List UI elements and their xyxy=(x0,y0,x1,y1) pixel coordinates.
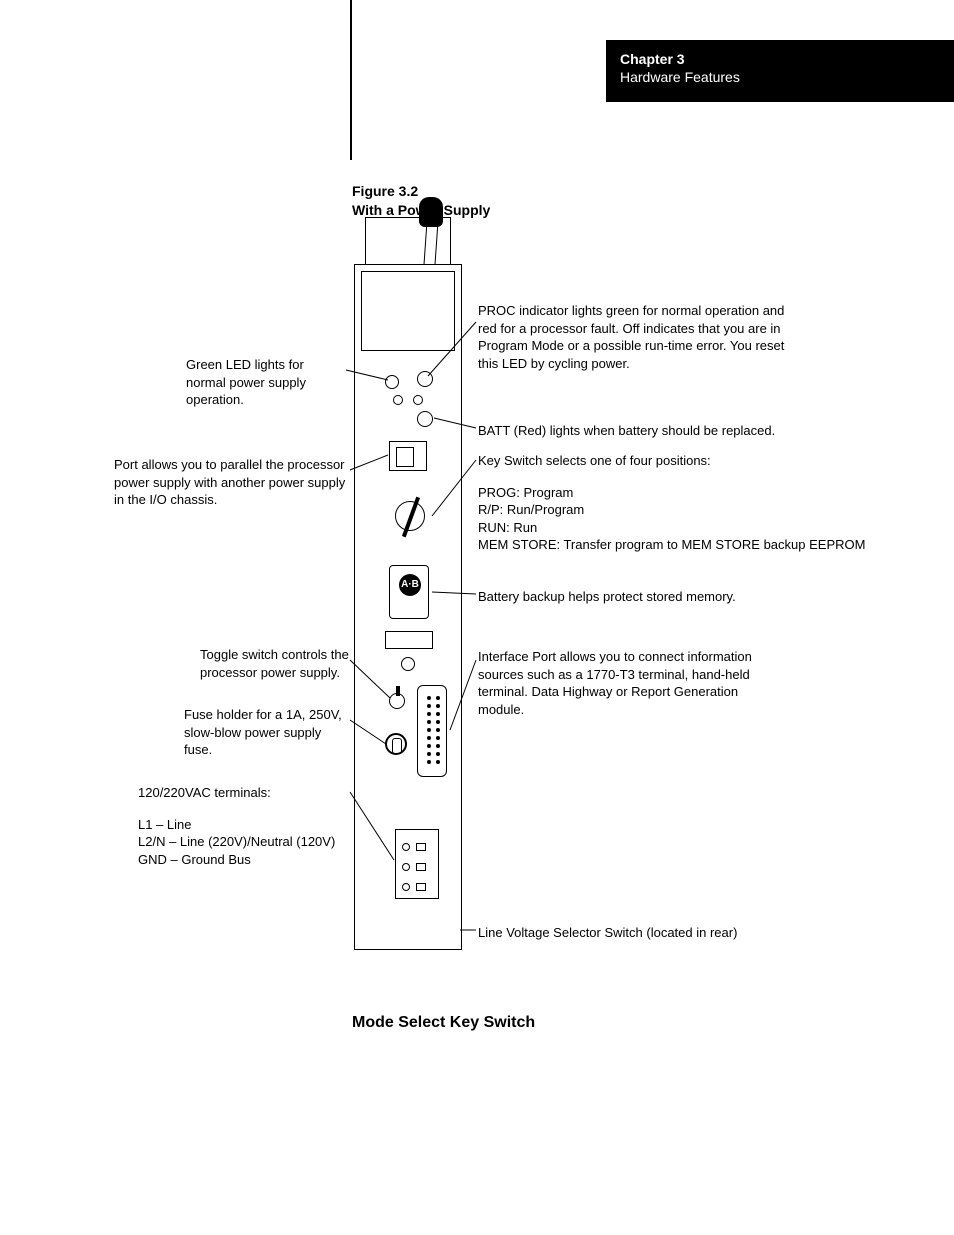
figure-number: Figure 3.2 xyxy=(352,183,418,199)
device-inner-panel xyxy=(361,271,455,351)
batt-led-icon xyxy=(417,411,433,427)
terminals-l1: L1 – Line xyxy=(138,816,348,834)
chapter-number: Chapter 3 xyxy=(620,50,940,68)
chapter-header: Chapter 3 Hardware Features xyxy=(606,40,954,102)
terminals-gnd: GND – Ground Bus xyxy=(138,851,348,869)
device-diagram: A·B xyxy=(354,264,462,950)
key-switch-icon xyxy=(395,501,425,531)
fuse-holder-icon xyxy=(385,733,407,755)
interface-circle-icon xyxy=(401,657,415,671)
toggle-switch-icon xyxy=(389,693,405,709)
device-handle xyxy=(415,207,445,263)
key-head: Key Switch selects one of four positions… xyxy=(478,452,878,470)
callout-voltage: Line Voltage Selector Switch (located in… xyxy=(478,924,778,942)
callout-fuse: Fuse holder for a 1A, 250V, slow-blow po… xyxy=(184,706,352,759)
section-title: Mode Select Key Switch xyxy=(352,1014,535,1032)
callout-toggle: Toggle switch controls the processor pow… xyxy=(200,646,350,681)
terminals-l2: L2/N – Line (220V)/Neutral (120V) xyxy=(138,833,348,851)
interface-block-icon xyxy=(385,631,433,649)
callout-interface: Interface Port allows you to connect inf… xyxy=(478,648,758,718)
key-rp: R/P: Run/Program xyxy=(478,501,878,519)
callout-parallel-port: Port allows you to parallel the processo… xyxy=(114,456,350,509)
led-icon xyxy=(393,395,403,405)
ab-logo-icon: A·B xyxy=(399,574,421,596)
vertical-rule xyxy=(350,0,352,160)
callout-green-led: Green LED lights for normal power supply… xyxy=(186,356,346,409)
callout-battery: Battery backup helps protect stored memo… xyxy=(478,588,778,606)
terminal-block-icon xyxy=(395,829,439,899)
callout-terminals: 120/220VAC terminals: L1 – Line L2/N – L… xyxy=(138,784,348,868)
led-icon xyxy=(413,395,423,405)
callout-keyswitch: Key Switch selects one of four positions… xyxy=(478,452,878,554)
key-mem: MEM STORE: Transfer program to MEM STORE… xyxy=(478,536,878,554)
callout-proc: PROC indicator lights green for normal o… xyxy=(478,302,788,372)
d-connector-icon xyxy=(417,685,447,777)
callout-batt: BATT (Red) lights when battery should be… xyxy=(478,422,798,440)
key-run: RUN: Run xyxy=(478,519,878,537)
proc-led-icon xyxy=(417,371,433,387)
parallel-port-icon xyxy=(389,441,427,471)
battery-box-icon: A·B xyxy=(389,565,429,619)
key-prog: PROG: Program xyxy=(478,484,878,502)
green-led-icon xyxy=(385,375,399,389)
terminals-head: 120/220VAC terminals: xyxy=(138,784,348,802)
chapter-section: Hardware Features xyxy=(620,68,940,86)
